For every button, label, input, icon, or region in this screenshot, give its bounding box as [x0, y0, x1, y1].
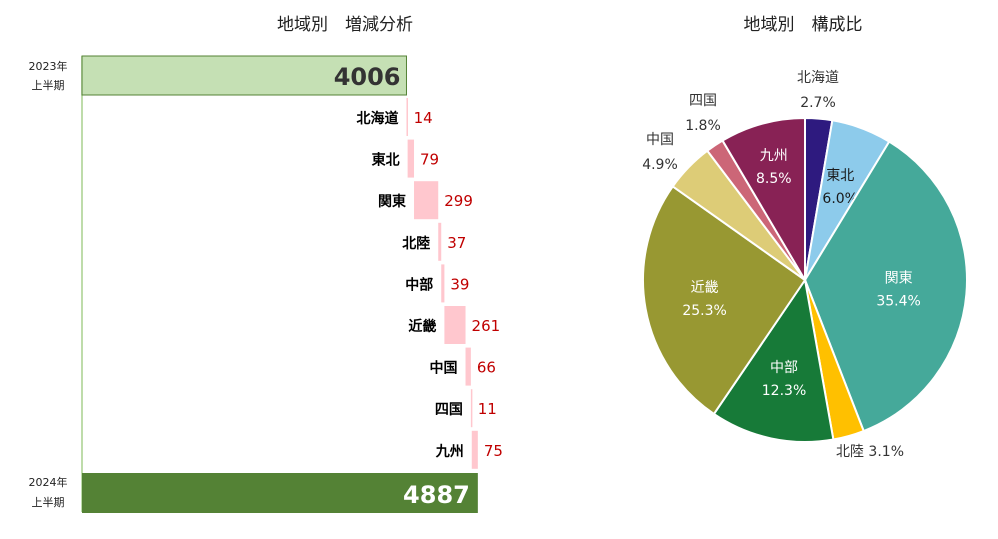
pie-slice-pct: 1.8%	[685, 118, 721, 134]
pie-slice	[721, 116, 806, 284]
category-label: 中国	[430, 360, 458, 377]
start-label-line2: 上半期	[32, 78, 65, 92]
pie-slice-pct: 4.9%	[642, 157, 678, 173]
increment-value-label: 39	[450, 275, 469, 293]
end-label-line2: 上半期	[32, 495, 65, 509]
pie-slice-name: 九州	[760, 148, 788, 164]
increment-bar	[414, 181, 439, 220]
increment-value-label: 75	[484, 442, 503, 460]
pie-slice-name: 東北	[826, 168, 854, 184]
waterfall-title: 地域別 増減分析	[277, 15, 413, 35]
category-label: 四国	[435, 402, 463, 418]
pie-slice-pct: 35.4%	[876, 293, 920, 309]
pie-slice-name: 近畿	[691, 280, 719, 296]
end-label-line1: 2024年	[29, 475, 68, 489]
pie-slice-pct: 6.0%	[822, 191, 858, 207]
increment-value-label: 261	[472, 317, 501, 335]
end-total-bar	[82, 473, 478, 513]
increment-value-label: 66	[477, 359, 496, 377]
increment-value-label: 37	[447, 234, 466, 252]
pie-chart: 地域別 構成比 北海道 2.7% 東北 6.0% 関東 35.4% 北陸 3.1% 中部 12.…	[642, 15, 968, 460]
pie-slice-pct: 12.3%	[762, 383, 806, 399]
increment-bar	[438, 222, 442, 261]
start-label-line1: 2023年	[29, 59, 68, 73]
increment-value-label: 79	[420, 151, 439, 169]
category-label: 東北	[372, 152, 400, 169]
increment-bar	[406, 98, 408, 136]
category-label: 近畿	[408, 318, 436, 335]
start-total-value: 4006	[334, 63, 401, 91]
pie-slice-pct: 25.3%	[682, 303, 726, 319]
pie-slice-name: 四国	[689, 93, 717, 109]
increment-value-label: 299	[444, 192, 473, 210]
increment-bar	[407, 139, 415, 178]
category-label: 九州	[435, 444, 464, 460]
category-label: 関東	[378, 193, 406, 210]
start-total-bar	[81, 55, 407, 96]
pie-slice	[712, 277, 835, 443]
increment-bar	[444, 306, 466, 344]
increment-bar	[441, 264, 445, 303]
pie-slice-name: 中国	[646, 132, 674, 148]
increment-bar	[471, 430, 478, 469]
pie-marks: 北海道 2.7% 東北 6.0% 関東 35.4% 北陸 3.1% 中部 12.3% 近畿 25.3…	[642, 70, 968, 460]
pie-title: 地域別 構成比	[744, 15, 863, 35]
pie-slice	[642, 185, 807, 416]
category-label: 中部	[405, 276, 433, 293]
pie-slice-name: 関東	[885, 270, 913, 286]
pie-slice-pct: 2.7%	[800, 95, 836, 111]
increment-value-label: 14	[414, 109, 433, 127]
pie-slice-name: 北海道	[797, 70, 839, 86]
increment-bar	[470, 389, 473, 428]
waterfall-chart: 地域別 増減分析 2023年 上半期 2024年 上半期 4006 北海道 14 東北…	[29, 15, 503, 513]
pie-slice-label: 北陸 3.1%	[836, 444, 904, 460]
waterfall-marks: 4006 北海道 14 東北 79 関東 299 北陸 37 中部 39 近畿 261 中国 66 四国 11 九…	[81, 55, 503, 513]
category-label: 北海道	[356, 110, 398, 127]
increment-value-label: 11	[478, 400, 497, 418]
increment-bar	[465, 347, 471, 386]
end-total-value: 4887	[403, 481, 470, 509]
pie-slice-pct: 8.5%	[756, 171, 792, 187]
pie-slice-name: 中部	[770, 360, 798, 376]
category-label: 北陸	[402, 235, 430, 252]
pie-slice	[803, 140, 968, 433]
